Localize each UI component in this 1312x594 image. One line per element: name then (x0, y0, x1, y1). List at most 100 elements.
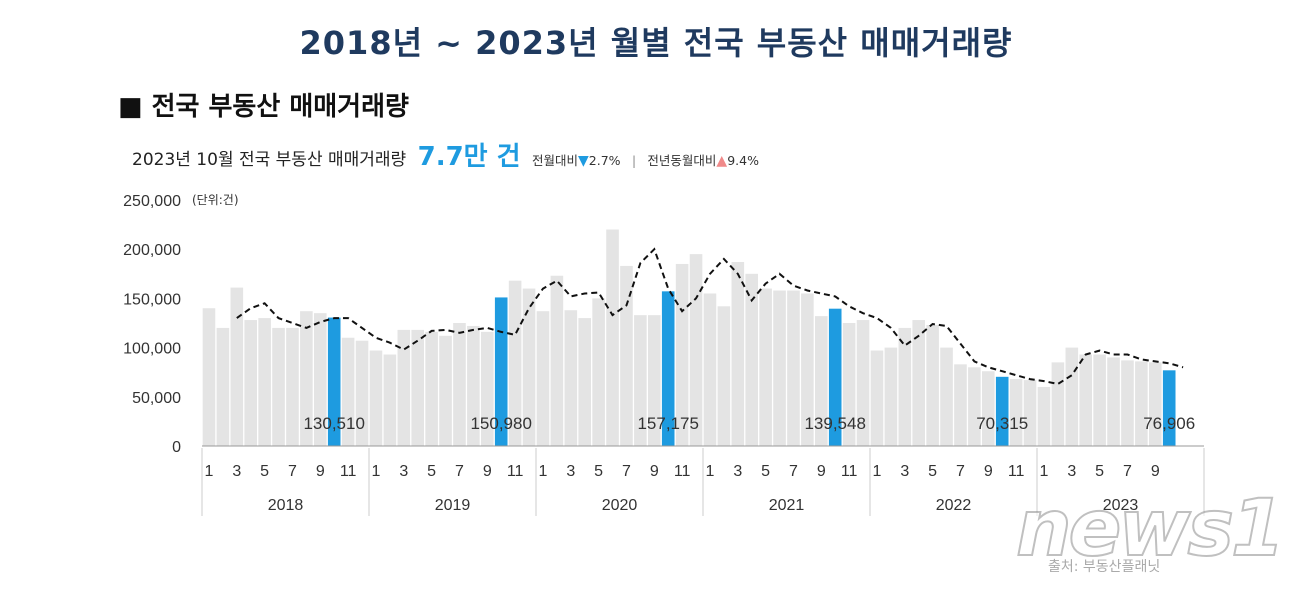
highlight-bar (494, 297, 508, 446)
month-tick-label: 1 (706, 463, 715, 480)
month-tick-label: 9 (483, 463, 492, 480)
bar (369, 350, 383, 446)
bar (703, 293, 717, 446)
bar (814, 316, 828, 446)
month-tick-label: 11 (841, 463, 858, 480)
data-label: 139,548 (804, 414, 865, 433)
month-tick-label: 9 (817, 463, 826, 480)
month-tick-label: 9 (650, 463, 659, 480)
month-tick-label: 9 (1151, 463, 1160, 480)
bar (411, 329, 425, 446)
month-tick-label: 7 (789, 463, 798, 480)
bar (480, 331, 494, 446)
y-tick-label: 50,000 (132, 390, 181, 407)
bar (1009, 379, 1023, 446)
bar (230, 287, 244, 446)
bar (1148, 362, 1162, 446)
bar (536, 311, 550, 446)
month-tick-label: 5 (928, 463, 937, 480)
month-tick-label: 3 (733, 463, 742, 480)
bar (453, 323, 466, 446)
year-label: 2020 (602, 497, 638, 514)
month-tick-label: 3 (900, 463, 909, 480)
bar (940, 347, 953, 446)
highlight-bar (828, 308, 842, 446)
y-tick-label: 200,000 (123, 242, 181, 259)
bar (773, 290, 786, 446)
month-tick-label: 5 (427, 463, 436, 480)
bar (717, 306, 731, 446)
triangle-up-icon: ▲ (716, 153, 728, 169)
bar (1135, 361, 1148, 446)
unit-label: (단위:건) (192, 193, 239, 207)
bar (689, 254, 703, 446)
bar (759, 288, 772, 446)
bar (926, 324, 939, 446)
year-label: 2022 (936, 497, 972, 514)
bar (898, 327, 912, 446)
trend-line (236, 247, 1184, 386)
bar (355, 340, 369, 446)
yoy-value: 9.4% (727, 153, 759, 168)
bar (620, 265, 633, 446)
bar (856, 320, 870, 446)
month-tick-label: 11 (507, 463, 524, 480)
highlight-bar (327, 317, 341, 446)
bar (244, 320, 258, 446)
highlight-bar (995, 376, 1009, 446)
bar (216, 327, 230, 446)
source-note: 출처: 부동산플래닛 (1048, 559, 1161, 575)
chart-main-title: 2018년 ~ 2023년 월별 전국 부동산 매매거래량 (299, 24, 1013, 62)
bar (1023, 380, 1037, 446)
bar (731, 261, 745, 446)
bar (425, 331, 438, 446)
month-tick-label: 7 (622, 463, 631, 480)
bar (1079, 354, 1093, 446)
bar (550, 275, 564, 446)
bar (954, 364, 967, 446)
bar (439, 335, 452, 446)
month-tick-label: 1 (873, 463, 882, 480)
data-label: 76,906 (1143, 414, 1195, 433)
bar (578, 318, 592, 446)
month-tick-label: 3 (566, 463, 575, 480)
month-tick-label: 5 (260, 463, 269, 480)
data-label: 157,175 (637, 414, 698, 433)
month-tick-label: 11 (340, 463, 357, 480)
bar (981, 371, 995, 446)
highlight-bar (1162, 370, 1176, 446)
month-tick-label: 3 (1067, 463, 1076, 480)
bar (801, 293, 814, 446)
bar (286, 327, 299, 446)
section-title: ■ 전국 부동산 매매거래량 (118, 92, 409, 122)
data-label: 70,315 (976, 414, 1028, 433)
data-label: 150,980 (470, 414, 531, 433)
bar (313, 313, 327, 446)
month-tick-label: 5 (761, 463, 770, 480)
month-tick-label: 7 (455, 463, 464, 480)
bar (675, 263, 689, 446)
yoy-label: 전년동월대비 (647, 153, 717, 168)
data-label: 130,510 (303, 414, 364, 433)
bar (1121, 360, 1134, 446)
month-tick-label: 1 (539, 463, 548, 480)
y-tick-label: 0 (172, 439, 181, 456)
summary-prefix: 2023년 10월 전국 부동산 매매거래량 (132, 150, 407, 170)
month-tick-label: 11 (674, 463, 691, 480)
month-tick-label: 7 (956, 463, 965, 480)
month-tick-label: 11 (1008, 463, 1025, 480)
summary-line: 2023년 10월 전국 부동산 매매거래량 7.7만 건 전월대비▼2.7% … (132, 136, 759, 173)
bar (1037, 386, 1051, 446)
year-label: 2018 (268, 497, 304, 514)
month-tick-label: 9 (316, 463, 325, 480)
bar (592, 298, 605, 446)
bar (1093, 354, 1106, 446)
bar (1051, 362, 1065, 446)
bar (968, 367, 981, 446)
month-tick-label: 1 (372, 463, 381, 480)
month-tick-label: 7 (1123, 463, 1132, 480)
month-tick-label: 3 (399, 463, 408, 480)
bar (606, 229, 619, 446)
bar (842, 323, 856, 446)
mom-value: 2.7% (588, 153, 621, 168)
